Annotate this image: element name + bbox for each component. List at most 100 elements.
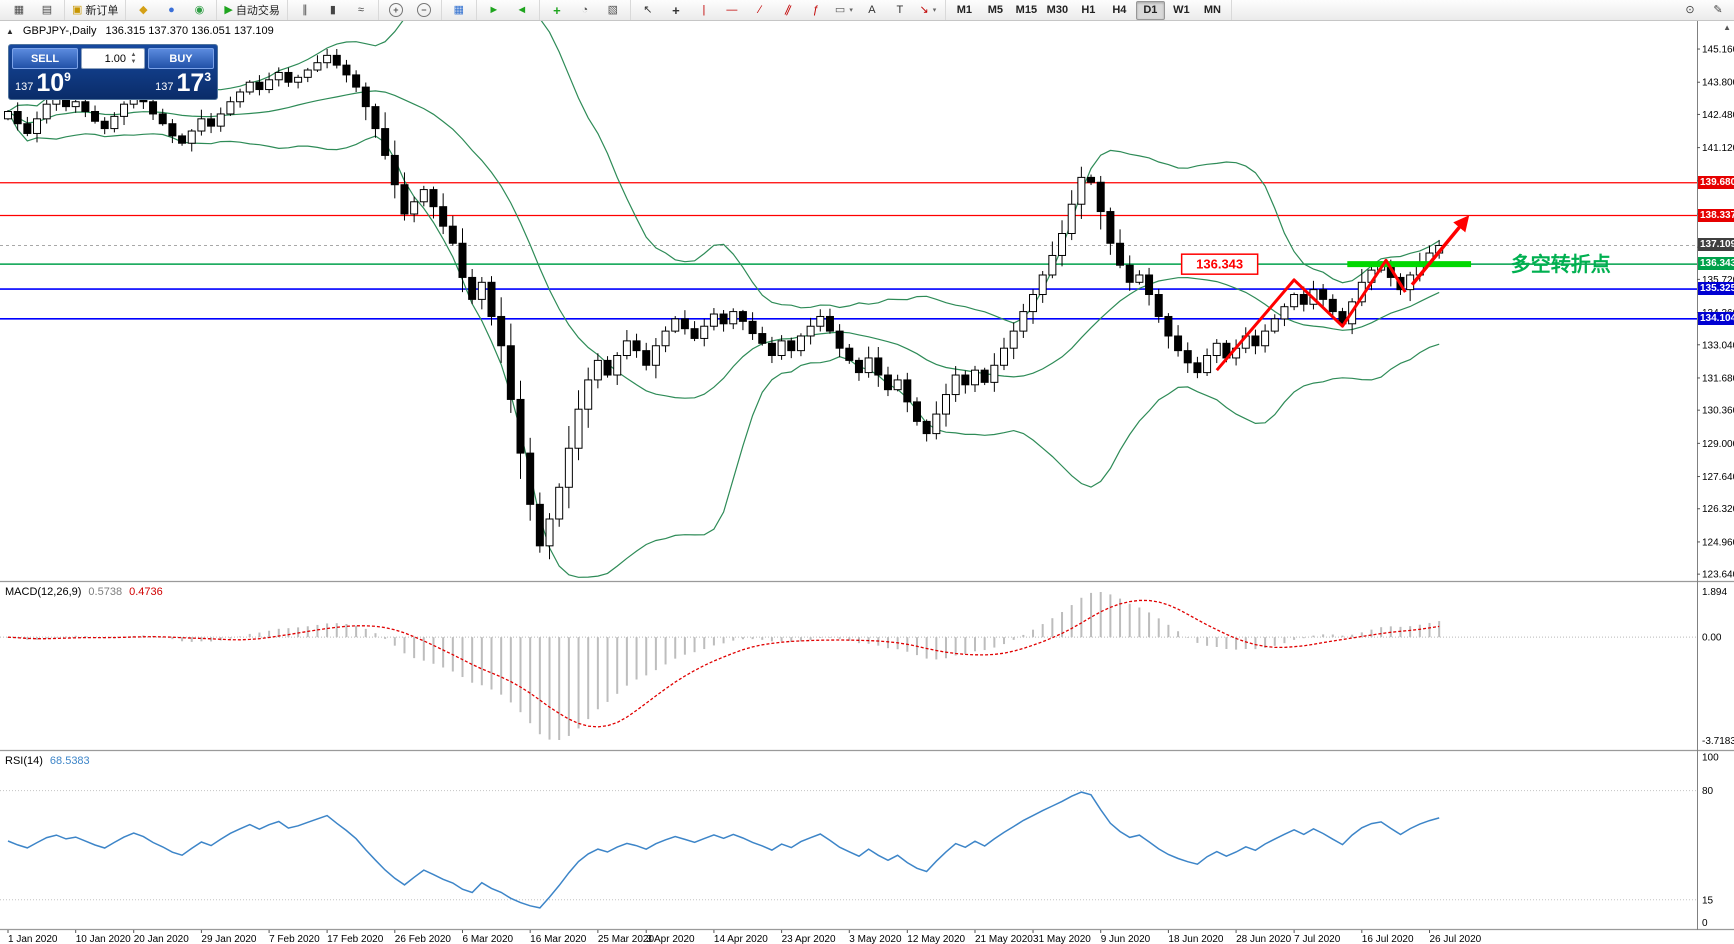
autotrading-button[interactable]: ▶ 自动交易 — [221, 1, 282, 20]
one-click-toggle-icon[interactable]: ▲ — [6, 26, 14, 36]
price-tag-annotation[interactable]: 136.343 — [1180, 253, 1259, 275]
tf-m1-button[interactable]: M1 — [950, 1, 979, 20]
text-tool-button[interactable]: A — [859, 1, 885, 20]
svg-text:29 Jan 2020: 29 Jan 2020 — [201, 934, 256, 944]
date-scale[interactable]: 1 Jan 2020 10 Jan 2020 20 Jan 2020 29 Jan 2… — [7, 930, 1482, 944]
horizontal-line-tool-button[interactable]: — — [719, 1, 745, 20]
price-badge: 137.109 — [1698, 238, 1734, 252]
market-watch-icon: ● — [168, 3, 175, 16]
panel-separators[interactable] — [0, 580, 1734, 931]
trendline-tool-button[interactable]: ∕ — [747, 1, 773, 20]
channel-tool-button[interactable]: ∥ — [775, 1, 801, 20]
horizontal-lines[interactable] — [0, 182, 1697, 320]
svg-text:80: 80 — [1702, 786, 1714, 797]
zoom-out-button[interactable]: − — [411, 1, 437, 20]
macd-main-value: 0.5738 — [88, 586, 123, 598]
tf-h1-button[interactable]: H1 — [1074, 1, 1103, 20]
svg-text:6 Mar 2020: 6 Mar 2020 — [462, 934, 513, 944]
volume-up-icon[interactable]: ▲ — [130, 51, 137, 58]
new-chart-button[interactable]: ▦ — [6, 1, 32, 20]
svg-text:3 Apr 2020: 3 Apr 2020 — [646, 934, 695, 944]
new-chart-icon: ▦ — [13, 3, 25, 16]
zigzag-annotation[interactable] — [1215, 258, 1407, 372]
tf-m5-label: M5 — [987, 4, 1004, 16]
chart-shift-button[interactable]: ◄ — [509, 1, 535, 20]
new-order-icon: ▣ — [72, 3, 83, 16]
svg-text:3 May 2020: 3 May 2020 — [849, 934, 902, 944]
navigator-button[interactable]: ◉ — [186, 1, 212, 20]
sell-price-sup: 9 — [64, 70, 71, 84]
tf-w1-button[interactable]: W1 — [1167, 1, 1196, 20]
profiles-button[interactable]: ▤ — [34, 1, 60, 20]
macd-signal-line — [7, 599, 1440, 728]
search-button[interactable]: ⊙ — [1677, 1, 1703, 20]
shapes-tool-dropdown-icon[interactable]: ▾ — [849, 7, 853, 14]
toolbar-group: ▦ — [442, 0, 477, 20]
svg-text:21 May 2020: 21 May 2020 — [975, 934, 1033, 944]
bar-chart-mode-icon: ∥ — [302, 3, 308, 16]
shapes-tool-button[interactable]: ▭ ▾ — [831, 1, 857, 20]
buy-button[interactable]: BUY — [148, 48, 214, 69]
price-badge: 139.680 — [1698, 175, 1734, 189]
new-order-button[interactable]: ▣ 新订单 — [69, 1, 121, 20]
svg-text:25 Mar 2020: 25 Mar 2020 — [598, 934, 655, 944]
auto-scroll-icon: ► — [488, 3, 500, 16]
svg-text:15: 15 — [1702, 895, 1714, 906]
svg-text:20 Jan 2020: 20 Jan 2020 — [134, 934, 189, 944]
navigator-icon: ◉ — [194, 3, 205, 16]
quick-edit-button[interactable]: ✎ — [1705, 1, 1731, 20]
channel-tool-icon: ∥ — [783, 2, 794, 17]
sell-button[interactable]: SELL — [12, 48, 78, 69]
tf-d1-button[interactable]: D1 — [1135, 0, 1165, 20]
svg-text:123.640: 123.640 — [1702, 570, 1734, 581]
tile-windows-button[interactable]: ▦ — [446, 1, 472, 20]
label-tool-button[interactable]: T — [887, 1, 913, 20]
tf-mn-label: MN — [1203, 4, 1221, 16]
line-chart-mode-button[interactable]: ≈ — [348, 1, 374, 20]
arrows-tool-dropdown-icon[interactable]: ▾ — [932, 7, 937, 14]
fibonacci-tool-button[interactable]: ƒ — [803, 1, 829, 20]
zoom-out-icon: − — [416, 3, 431, 17]
candlestick-mode-button[interactable]: ▮ — [320, 1, 346, 20]
svg-text:143.800: 143.800 — [1702, 78, 1734, 89]
cursor-tool-button[interactable]: ↖ — [635, 1, 661, 20]
vertical-line-tool-button[interactable]: | — [691, 1, 717, 20]
trendline-tool-icon: ∕ — [758, 3, 761, 16]
line-chart-mode-icon: ≈ — [357, 3, 364, 16]
templates-button[interactable]: ▧ — [600, 1, 626, 20]
market-watch-button[interactable]: ● — [158, 1, 184, 20]
sell-price-big: 10 — [36, 69, 65, 97]
volume-down-icon[interactable]: ▼ — [130, 58, 137, 65]
bar-chart-mode-button[interactable]: ∥ — [292, 1, 318, 20]
toolbar-right-group: ⊙ ✎ — [1676, 1, 1732, 20]
svg-text:127.640: 127.640 — [1702, 472, 1734, 483]
tf-m5-button[interactable]: M5 — [981, 1, 1010, 20]
trend-arrow-annotation[interactable] — [1410, 215, 1470, 286]
tf-h4-button[interactable]: H4 — [1105, 1, 1134, 20]
periods-button[interactable]: ◔ — [572, 1, 598, 20]
note-annotation[interactable]: 多空转折点 — [1511, 252, 1611, 276]
svg-text:18 Jun 2020: 18 Jun 2020 — [1168, 934, 1223, 944]
svg-text:26 Feb 2020: 26 Feb 2020 — [395, 934, 452, 944]
tile-windows-icon: ▦ — [453, 3, 465, 16]
arrows-tool-button[interactable]: ↘ ▾ — [915, 1, 941, 20]
auto-scroll-button[interactable]: ► — [481, 1, 507, 20]
rsi-indicator-label: RSI(14) 68.5383 — [5, 755, 90, 767]
tf-m30-button[interactable]: M30 — [1043, 1, 1072, 20]
crosshair-tool-button[interactable]: + — [663, 1, 689, 20]
tf-m15-button[interactable]: M15 — [1012, 1, 1041, 20]
candles-layer — [4, 48, 1444, 560]
indicators-add-button[interactable]: + — [544, 1, 570, 20]
metaeditor-button[interactable]: ◆ — [130, 1, 156, 20]
scroll-up-icon[interactable]: ▲ — [1723, 23, 1731, 32]
zoom-in-button[interactable]: + — [383, 1, 409, 20]
macd-scale: 1.894 0.00 -3.7183 — [1702, 587, 1734, 747]
tf-mn-button[interactable]: MN — [1198, 1, 1227, 20]
toolbar-group: ► ◄ — [477, 0, 540, 20]
autotrading-icon: ▶ — [224, 3, 233, 16]
rsi-value: 68.5383 — [49, 755, 90, 767]
indicators-add-icon: + — [553, 2, 561, 18]
macd-histogram — [7, 592, 1441, 740]
volume-input[interactable] — [82, 52, 128, 65]
